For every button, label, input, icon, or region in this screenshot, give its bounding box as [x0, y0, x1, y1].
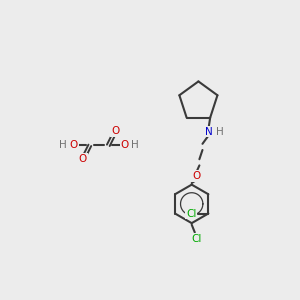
Text: N: N: [205, 127, 212, 136]
Text: O: O: [111, 127, 119, 136]
Text: O: O: [192, 171, 200, 181]
Text: H: H: [131, 140, 139, 150]
Text: H: H: [59, 140, 67, 150]
Text: Cl: Cl: [191, 233, 202, 244]
Text: Cl: Cl: [186, 208, 197, 218]
Text: H: H: [215, 127, 223, 136]
Text: O: O: [120, 140, 129, 150]
Text: O: O: [70, 140, 78, 150]
Text: O: O: [79, 154, 87, 164]
